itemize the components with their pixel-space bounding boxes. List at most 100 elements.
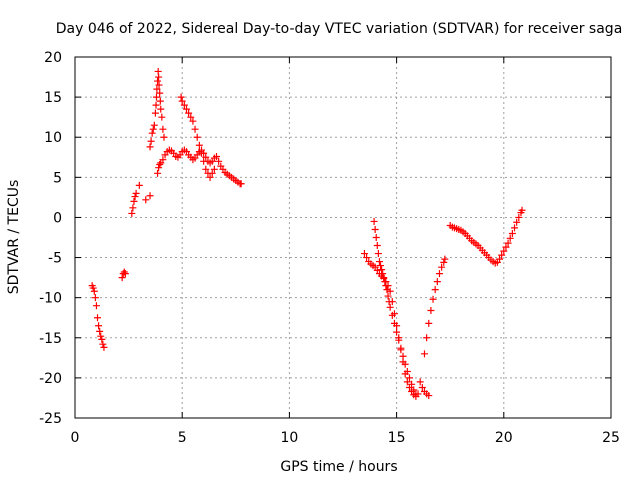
data-point (384, 292, 392, 300)
data-point (372, 234, 380, 241)
data-point (177, 93, 185, 101)
data-point (89, 284, 97, 292)
data-point (215, 157, 223, 165)
data-point (383, 286, 391, 294)
data-point (98, 335, 106, 343)
data-point (154, 169, 162, 177)
data-point (156, 160, 164, 168)
data-point (374, 250, 382, 258)
data-point (135, 181, 143, 189)
plot-frame (74, 56, 612, 419)
data-point (410, 386, 418, 394)
data-point (147, 137, 155, 145)
x-tick-label: 10 (280, 430, 298, 446)
data-point (150, 121, 158, 129)
y-tick-label: -25 (39, 411, 62, 427)
data-point (438, 263, 446, 271)
data-point (156, 89, 164, 97)
data-point (379, 270, 387, 278)
data-point (506, 234, 514, 242)
data-point (403, 378, 411, 386)
y-axis-label: SDTVAR / TECUs (6, 180, 22, 295)
data-point (155, 73, 163, 81)
data-point (431, 286, 439, 294)
data-point (97, 332, 105, 340)
data-point (378, 266, 386, 274)
data-point (385, 298, 393, 306)
y-tick-label: -15 (39, 331, 62, 347)
data-point (120, 268, 128, 276)
data-point (498, 251, 506, 259)
data-point (149, 125, 157, 133)
data-point (375, 258, 383, 266)
y-tick-label: -5 (48, 251, 62, 267)
data-point (390, 319, 398, 327)
data-point (405, 374, 413, 382)
data-point (142, 196, 150, 204)
data-point (151, 109, 159, 117)
data-point (416, 378, 424, 386)
data-point (515, 213, 523, 221)
data-point (155, 164, 163, 172)
data-point (148, 129, 156, 137)
data-point (191, 125, 199, 133)
data-point (146, 192, 154, 200)
data-point (388, 311, 396, 319)
data-points (88, 67, 526, 400)
data-point (382, 282, 390, 290)
data-point (423, 334, 431, 342)
data-point (132, 189, 140, 197)
data-point (156, 97, 164, 105)
y-tick-label: 15 (44, 90, 62, 106)
data-point (377, 262, 385, 270)
data-point (94, 314, 102, 322)
data-point (178, 97, 186, 105)
data-point (381, 278, 389, 286)
data-point (131, 193, 139, 201)
data-point (496, 255, 504, 263)
y-tick-label: -10 (39, 291, 62, 307)
data-point (91, 294, 99, 302)
data-point (193, 133, 201, 141)
data-point (202, 165, 210, 173)
data-point (363, 254, 371, 262)
data-point (237, 180, 245, 188)
data-point (185, 109, 193, 117)
data-point (129, 204, 137, 212)
data-point (513, 218, 521, 226)
data-point (182, 105, 190, 113)
data-point (440, 258, 448, 266)
data-point (412, 390, 420, 398)
data-point (429, 295, 437, 303)
data-point (360, 250, 368, 258)
y-tick-label: -20 (39, 371, 62, 387)
data-point (187, 113, 195, 121)
data-point (418, 384, 426, 392)
data-point (152, 93, 160, 101)
data-point (152, 101, 160, 109)
data-point (399, 352, 407, 360)
data-point (206, 173, 214, 181)
data-point (197, 149, 205, 157)
data-point (500, 247, 508, 255)
data-point (393, 328, 401, 336)
data-point (128, 209, 136, 217)
data-point (370, 217, 378, 225)
data-point (146, 143, 154, 151)
data-point (386, 287, 394, 295)
x-tick-label: 5 (178, 430, 187, 446)
data-point (373, 242, 381, 250)
data-point (159, 125, 167, 133)
data-point (441, 255, 449, 263)
data-point (200, 157, 208, 165)
data-point (157, 105, 165, 113)
data-point (397, 344, 405, 352)
data-point (403, 367, 411, 375)
data-point (511, 224, 519, 232)
data-point (96, 327, 104, 335)
data-point (158, 113, 166, 121)
data-point (92, 302, 100, 310)
data-point (213, 152, 221, 160)
data-point (95, 322, 103, 330)
